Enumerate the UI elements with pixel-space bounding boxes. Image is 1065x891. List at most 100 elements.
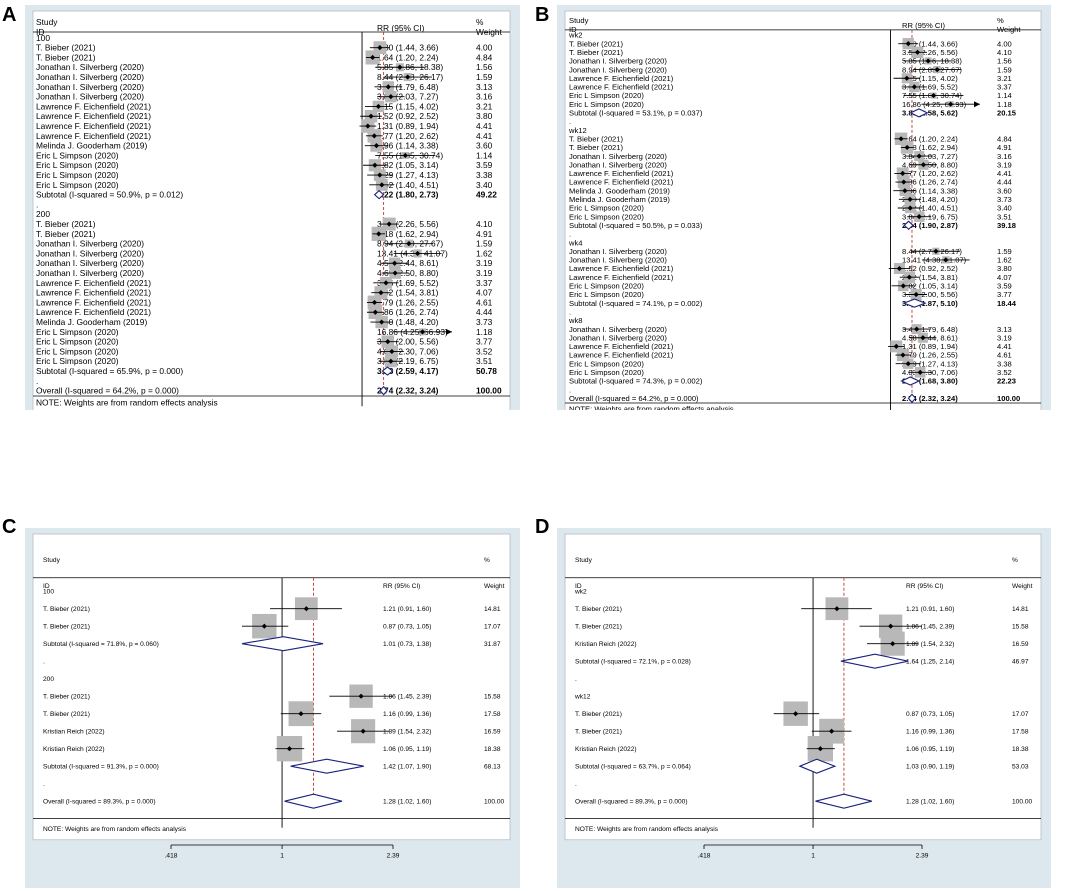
study-ci: 2.18 (1.62, 2.94): [902, 143, 958, 152]
x-tick-label: .418: [698, 853, 711, 860]
subtotal-label: Subtotal (I-squared = 91.3%, p = 0.000): [43, 764, 159, 771]
point-estimate: [943, 257, 949, 263]
study-name: Lawrence F. Eichenfield (2021): [36, 278, 151, 288]
study-ci: 2.18 (1.62, 2.94): [377, 229, 439, 239]
study-ci: 1.82 (1.05, 3.14): [902, 282, 958, 291]
point-estimate: [911, 84, 917, 90]
subtotal-weight: 31.87: [484, 641, 501, 648]
overall-ci: 1.28 (1.02, 1.60): [906, 799, 954, 806]
ci-arrow: [974, 101, 981, 108]
point-estimate: [406, 241, 412, 247]
study-name: T. Bieber (2021): [43, 694, 90, 701]
study-weight: 3.38: [997, 359, 1012, 368]
subtotal-weight: 22.23: [997, 377, 1016, 386]
study-weight: 1.56: [476, 62, 493, 72]
study-ci: 0.87 (0.73, 1.05): [383, 624, 431, 631]
subtotal-weight: 68.13: [484, 764, 501, 771]
point-estimate: [405, 74, 411, 80]
study-weight: 4.41: [476, 121, 493, 131]
study-weight: 1.59: [997, 247, 1012, 256]
spacer-dot: .: [575, 676, 577, 683]
study-name: Lawrence F. Eichenfield (2021): [569, 342, 674, 351]
study-weight: 4.10: [476, 219, 493, 229]
study-weight: 1.56: [997, 57, 1012, 66]
header-pct: %: [476, 17, 484, 27]
study-name: T. Bieber (2021): [569, 134, 623, 143]
study-name: Lawrence F. Eichenfield (2021): [569, 169, 674, 178]
study-weight: 3.80: [997, 264, 1012, 273]
study-name: T. Bieber (2021): [569, 48, 623, 57]
subgroup-label: wk4: [568, 238, 583, 247]
study-name: Jonathan I. Silverberg (2020): [36, 82, 144, 92]
study-ci: 1.86 (1.26, 2.74): [377, 307, 439, 317]
subtotal-label: Subtotal (I-squared = 53.1%, p = 0.037): [569, 109, 703, 118]
overall-label: Overall (I-squared = 89.3%, p = 0.000): [575, 799, 688, 806]
study-weight: 4.00: [476, 43, 493, 53]
study-weight: 4.44: [997, 178, 1012, 187]
point-estimate: [933, 248, 939, 254]
forest-plot-panel: Study ID RR (95% CI)% Weight wk2 T. Bieber (2…: [557, 5, 1051, 410]
x-tick-label: .418: [165, 853, 178, 860]
study-name: T. Bieber (2021): [575, 729, 622, 736]
study-ci: 1.64 (1.20, 2.24): [902, 134, 958, 143]
point-estimate: [904, 144, 910, 151]
study-name: Lawrence F. Eichenfield (2021): [36, 111, 151, 121]
point-estimate: [948, 101, 954, 107]
subtotal-diamond: [798, 758, 837, 774]
point-estimate: [920, 162, 927, 168]
point-estimate: [901, 179, 907, 185]
study-weight: 1.14: [997, 91, 1012, 100]
study-ci: 1.31 (0.89, 1.94): [902, 342, 958, 351]
point-estimate: [373, 143, 380, 149]
study-ci: 1.86 (1.45, 2.39): [906, 624, 954, 631]
study-ci: 1.52 (0.92, 2.52): [902, 264, 958, 273]
point-estimate: [371, 299, 378, 306]
subgroup-label: wk2: [574, 589, 587, 596]
study-ci: 2.50 (1.48, 4.20): [377, 317, 439, 327]
footnote: NOTE: Weights are from random effects an…: [43, 826, 187, 833]
study-ci: 4.03 (2.30, 7.06): [377, 346, 439, 356]
panel-letter: C: [2, 516, 17, 538]
point-estimate: [917, 369, 923, 375]
point-estimate: [298, 711, 304, 717]
study-weight: 3.73: [997, 195, 1012, 204]
study-name: Eric L Simpson (2020): [569, 212, 644, 221]
study-ci: 2.15 (1.15, 4.02): [377, 101, 439, 111]
point-estimate: [934, 66, 940, 73]
forest-plot-panel: Study ID RR (95% CI)% Weight 100 T. Bieber (2…: [25, 5, 520, 410]
point-estimate: [386, 221, 392, 227]
study-name: Lawrence F. Eichenfield (2021): [36, 101, 151, 111]
overall-ci: 2.74 (2.32, 3.24): [902, 394, 958, 403]
study-ci: 2.15 (1.15, 4.02): [902, 74, 958, 83]
study-ci: 2.42 (1.54, 3.81): [902, 273, 958, 282]
study-weight: 3.37: [997, 83, 1012, 92]
study-name: Jonathan I. Silverberg (2020): [569, 247, 667, 256]
study-weight: 4.61: [997, 351, 1012, 360]
point-estimate: [414, 250, 421, 257]
study-weight: 18.38: [484, 746, 501, 753]
panel-letter: B: [535, 4, 550, 26]
subtotal-diamond: [840, 653, 909, 669]
study-weight: 3.59: [476, 160, 493, 170]
study-ci: 1.96 (1.14, 3.38): [902, 186, 958, 195]
spacer-dot: .: [569, 230, 571, 239]
study-weight: 3.19: [476, 268, 493, 278]
study-ci: 3.06 (1.69, 5.52): [377, 278, 439, 288]
study-weight: 16.59: [1012, 641, 1029, 648]
study-name: Jonathan I. Silverberg (2020): [36, 62, 144, 72]
study-ci: 1.79 (1.26, 2.55): [902, 351, 958, 360]
study-name: Jonathan I. Silverberg (2020): [36, 239, 144, 249]
study-ci: 1.21 (0.91, 1.60): [383, 606, 431, 613]
overall-weight: 100.00: [1012, 799, 1033, 806]
study-ci: 2.30 (1.44, 3.66): [377, 43, 439, 53]
study-ci: 1.96 (1.14, 3.38): [377, 141, 439, 151]
study-weight: 3.77: [997, 290, 1012, 299]
study-ci: 1.86 (1.26, 2.74): [902, 178, 958, 187]
spacer-dot: .: [569, 307, 571, 316]
study-name: Jonathan I. Silverberg (2020): [36, 258, 144, 268]
study-ci: 1.82 (1.05, 3.14): [377, 160, 439, 170]
study-weight: 4.07: [476, 288, 493, 298]
subgroup-label: 200: [43, 676, 54, 683]
study-weight: 17.58: [484, 711, 501, 718]
study-weight: 3.51: [997, 212, 1012, 221]
